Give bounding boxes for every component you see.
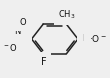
Text: CH$_3$: CH$_3$ [58,9,76,21]
Text: $^-$O: $^-$O [2,42,18,53]
Text: N$^+$: N$^+$ [14,26,28,37]
Text: N$^+$: N$^+$ [82,33,96,44]
Text: O: O [19,18,26,27]
Text: ·O$^-$: ·O$^-$ [89,33,107,44]
Text: F: F [41,57,47,67]
